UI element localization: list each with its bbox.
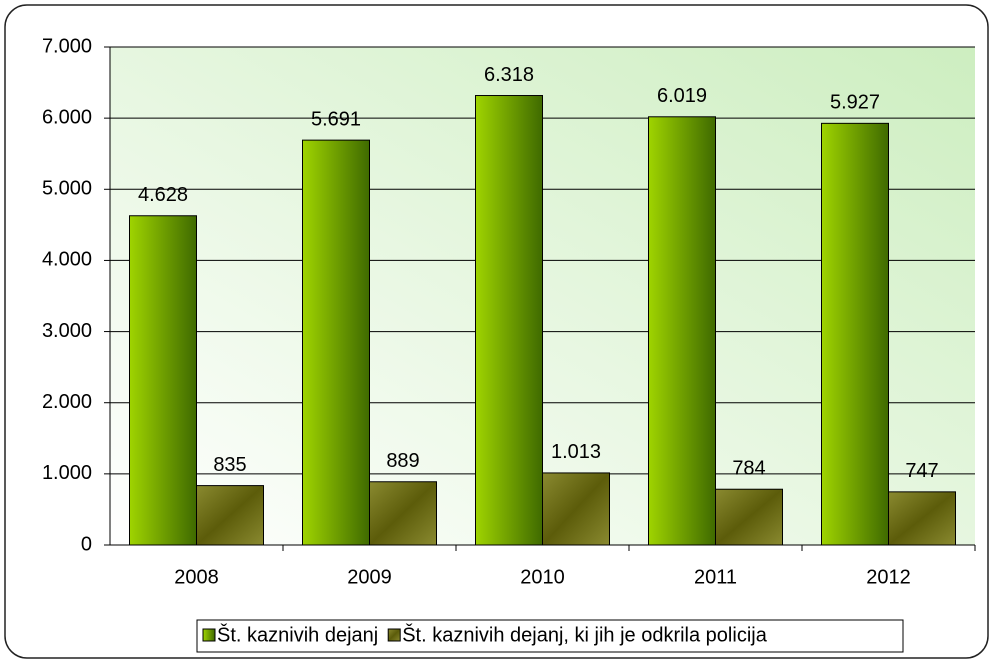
legend-label: Št. kaznivih dejanj	[217, 623, 378, 646]
y-tick-label: 3.000	[42, 320, 92, 342]
y-tick-label: 6.000	[42, 106, 92, 128]
y-tick-label: 0	[81, 533, 92, 555]
bar	[302, 139, 370, 546]
bar	[542, 472, 610, 546]
x-tick-label: 2011	[694, 566, 737, 588]
data-label: 835	[213, 454, 246, 476]
y-tick-label: 5.000	[42, 178, 92, 200]
bar	[821, 122, 889, 546]
legend-swatch	[202, 628, 216, 642]
bar	[888, 491, 956, 546]
legend-swatch	[387, 628, 401, 642]
legend-label: Št. kaznivih dejanj, ki jih je odkrila p…	[402, 623, 767, 646]
bar	[715, 488, 783, 546]
data-label: 889	[386, 450, 419, 472]
x-tick-label: 2010	[520, 566, 565, 588]
data-label: 5.927	[830, 92, 880, 114]
y-tick-label: 1.000	[42, 462, 92, 484]
x-tick-label: 2012	[866, 566, 911, 588]
data-label: 6.019	[657, 85, 707, 107]
bar	[475, 95, 543, 546]
data-label: 747	[905, 460, 938, 482]
bar	[196, 485, 264, 546]
data-label: 784	[732, 458, 765, 480]
legend-box	[196, 619, 904, 653]
bar	[129, 215, 197, 546]
bar	[648, 116, 716, 546]
y-tick-label: 2.000	[42, 391, 92, 413]
y-tick-label: 7.000	[42, 35, 92, 57]
data-label: 5.691	[311, 108, 361, 130]
x-tick-label: 2008	[174, 566, 219, 588]
data-label: 4.628	[138, 184, 188, 206]
x-tick-label: 2009	[347, 566, 392, 588]
bar	[369, 481, 437, 546]
data-label: 1.013	[551, 441, 601, 463]
data-label: 6.318	[484, 64, 534, 86]
y-tick-label: 4.000	[42, 249, 92, 271]
